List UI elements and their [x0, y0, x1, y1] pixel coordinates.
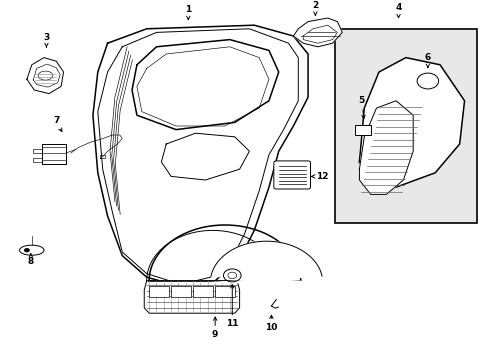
- Polygon shape: [93, 25, 307, 288]
- Circle shape: [416, 73, 438, 89]
- Polygon shape: [210, 241, 322, 283]
- Bar: [334, 29, 476, 223]
- Text: 12: 12: [316, 172, 328, 181]
- Text: 11: 11: [225, 320, 238, 328]
- Text: 7: 7: [53, 116, 60, 125]
- Text: 10: 10: [264, 323, 277, 332]
- Text: 2: 2: [312, 1, 318, 10]
- Ellipse shape: [20, 245, 44, 255]
- Text: 9: 9: [211, 330, 218, 339]
- Polygon shape: [293, 18, 342, 47]
- Polygon shape: [41, 144, 66, 164]
- Polygon shape: [144, 281, 239, 313]
- Text: 5: 5: [358, 96, 364, 105]
- Bar: [171, 286, 190, 297]
- Text: 6: 6: [424, 53, 430, 62]
- Bar: [354, 125, 370, 135]
- Text: 1: 1: [185, 4, 191, 13]
- Circle shape: [24, 248, 30, 252]
- FancyBboxPatch shape: [273, 161, 310, 189]
- Text: 8: 8: [28, 256, 34, 265]
- Bar: [149, 286, 168, 297]
- Bar: [193, 286, 212, 297]
- Polygon shape: [359, 101, 412, 194]
- Text: 3: 3: [43, 33, 49, 42]
- Polygon shape: [161, 133, 249, 180]
- Polygon shape: [132, 40, 278, 130]
- Polygon shape: [27, 58, 63, 94]
- Bar: [215, 286, 234, 297]
- Text: 4: 4: [394, 3, 401, 12]
- Polygon shape: [98, 29, 298, 284]
- Polygon shape: [359, 58, 464, 187]
